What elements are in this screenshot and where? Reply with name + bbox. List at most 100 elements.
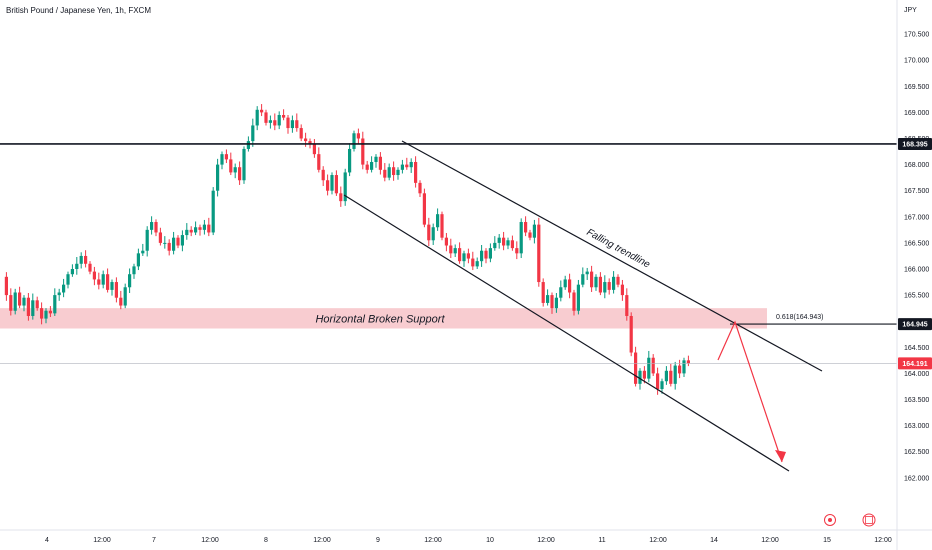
candle	[642, 366, 646, 384]
candle	[480, 244, 484, 267]
candle	[238, 161, 242, 185]
candle-body	[290, 120, 294, 129]
x-tick-label: 12:00	[874, 537, 892, 544]
candle-body	[268, 120, 272, 123]
candle	[568, 273, 572, 299]
falling-trendline-label: Falling trendline	[585, 227, 653, 271]
candle	[607, 278, 611, 295]
candle	[273, 113, 277, 131]
candle	[48, 306, 52, 318]
candle-body	[554, 297, 558, 309]
x-tick-label: 12:00	[649, 537, 667, 544]
y-tick-label: 167.000	[904, 214, 929, 221]
candle-body	[449, 245, 453, 254]
candle-body	[669, 370, 673, 384]
x-tick-label: 12:00	[201, 537, 219, 544]
candle-body	[308, 141, 312, 144]
calendar-icon-ring[interactable]	[862, 513, 876, 527]
y-tick-label: 162.000	[904, 475, 929, 482]
candle-body	[128, 274, 132, 288]
candle-body	[330, 175, 334, 191]
x-tick-label: 8	[264, 537, 268, 544]
candle	[224, 149, 228, 164]
candle-body	[484, 250, 488, 259]
candle	[409, 158, 413, 173]
candle	[370, 156, 374, 173]
candles	[4, 104, 690, 395]
footer-icons	[824, 513, 876, 527]
candle	[510, 235, 514, 251]
candle-body	[532, 224, 536, 238]
candle	[524, 216, 528, 237]
candle	[53, 288, 57, 316]
candle-body	[132, 266, 136, 275]
candle	[330, 172, 334, 195]
candle-body	[387, 167, 391, 178]
candle-body	[202, 224, 206, 230]
candle-body	[13, 292, 17, 311]
record-icon-dot[interactable]	[828, 518, 832, 522]
candle	[233, 163, 237, 179]
candle-body	[145, 229, 149, 251]
candle	[251, 118, 255, 147]
candle	[282, 109, 286, 121]
candle-body	[66, 274, 70, 285]
candle	[185, 223, 189, 240]
candle-body	[101, 274, 105, 285]
candle	[216, 158, 220, 197]
candle	[295, 113, 299, 132]
candle-body	[9, 295, 13, 311]
candle-body	[524, 222, 528, 233]
candle	[348, 143, 352, 177]
price-badges: 168.395 164.945 164.191	[898, 137, 932, 370]
candle	[343, 168, 347, 206]
fib-level-label: 0.618(164.943)	[776, 314, 823, 321]
candle	[585, 267, 589, 280]
candle	[66, 271, 70, 289]
candle-body	[660, 381, 664, 390]
candle	[57, 288, 61, 301]
candle	[92, 266, 96, 286]
record-icon-ring[interactable]	[824, 514, 836, 526]
candle-body	[585, 271, 589, 275]
candle-body	[414, 161, 418, 183]
candle-body	[378, 156, 382, 170]
candle-body	[550, 295, 554, 309]
candle-body	[625, 295, 629, 316]
candle	[471, 251, 475, 271]
candle-body	[343, 172, 347, 202]
candle-body	[141, 250, 145, 254]
candle-body	[136, 253, 140, 267]
candle	[414, 156, 418, 188]
candle-body	[119, 297, 123, 306]
candle	[559, 280, 563, 302]
candle	[26, 293, 30, 321]
price-badge-text: 164.945	[902, 322, 927, 329]
candle-body	[612, 276, 616, 290]
candle-body	[537, 224, 541, 283]
candle-body	[647, 357, 651, 379]
record-icon[interactable]	[824, 514, 836, 526]
candle	[537, 217, 541, 287]
candle-body	[220, 154, 224, 165]
candle-body	[176, 237, 180, 246]
candle-body	[312, 143, 316, 155]
candle	[312, 139, 316, 158]
candle-body	[180, 235, 184, 246]
candle	[572, 289, 576, 316]
candle-body	[541, 282, 545, 303]
candle	[620, 279, 624, 301]
projection-arrow-head	[775, 450, 786, 462]
calendar-icon-box[interactable]	[865, 516, 873, 524]
candle-body	[110, 282, 114, 290]
candle	[229, 152, 233, 176]
candle	[453, 244, 457, 257]
candle	[374, 154, 378, 168]
candle	[290, 115, 294, 133]
calendar-icon[interactable]	[862, 513, 876, 527]
candle-body	[466, 253, 470, 259]
candle-body	[339, 193, 343, 202]
candle	[484, 248, 488, 264]
candle-body	[317, 154, 321, 170]
